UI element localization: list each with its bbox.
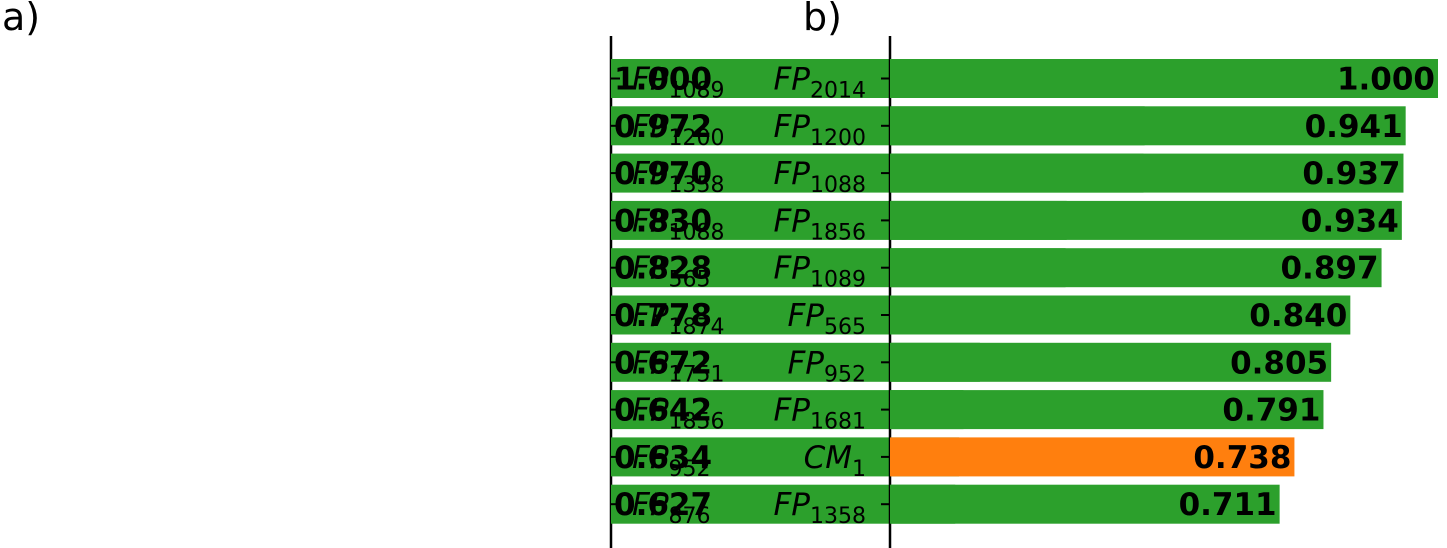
value-label: 0.934 xyxy=(1301,203,1399,239)
value-label: 1.000 xyxy=(614,62,712,98)
category-label-base: FP xyxy=(632,440,669,476)
value-label: 0.805 xyxy=(1230,345,1328,381)
category-label: FP1088 xyxy=(632,203,725,245)
category-label: FP1681 xyxy=(773,393,866,435)
panel-label: b) xyxy=(803,0,842,39)
category-label: FP1088 xyxy=(773,156,866,198)
category-label: FP876 xyxy=(632,487,711,529)
category-label-base: FP xyxy=(632,109,669,145)
category-label: FP1089 xyxy=(632,62,725,104)
category-label-subscript: 565 xyxy=(824,315,866,340)
bar-8 xyxy=(890,390,1324,430)
category-label-subscript: 1089 xyxy=(810,268,866,293)
category-label-base: FP xyxy=(632,156,669,192)
panel-b: b)1.000FP20140.941FP12000.937FP10880.934… xyxy=(773,0,1438,548)
category-label-base: FP xyxy=(632,345,669,381)
category-label-subscript: 1358 xyxy=(669,173,725,198)
category-label-subscript: 952 xyxy=(824,362,866,387)
category-label: FP2014 xyxy=(773,62,866,104)
value-label: 0.840 xyxy=(1249,298,1347,334)
value-label: 0.828 xyxy=(614,251,712,287)
category-label-base: FP xyxy=(632,487,669,523)
value-label: 0.937 xyxy=(1302,156,1400,192)
bar-4 xyxy=(890,200,1402,240)
category-label-subscript: 1874 xyxy=(669,315,725,340)
category-label-subscript: 1089 xyxy=(669,79,725,104)
category-label-base: FP xyxy=(773,156,810,192)
bar-6 xyxy=(890,295,1351,335)
category-label: FP1200 xyxy=(773,109,866,151)
value-label: 0.711 xyxy=(1179,487,1277,523)
category-label-subscript: 1088 xyxy=(669,220,725,245)
value-label: 0.627 xyxy=(614,487,712,523)
category-label: FP952 xyxy=(787,345,866,387)
category-label-base: FP xyxy=(773,109,810,145)
category-label-subscript: 1088 xyxy=(810,173,866,198)
category-label: FP1751 xyxy=(632,345,725,387)
value-label: 0.778 xyxy=(614,298,712,334)
category-label-subscript: 1200 xyxy=(669,126,725,151)
category-label-subscript: 952 xyxy=(669,457,711,482)
category-label-subscript: 1856 xyxy=(810,220,866,245)
value-label: 0.672 xyxy=(614,345,712,381)
value-label: 0.634 xyxy=(614,440,712,476)
panel-label: a) xyxy=(2,0,40,39)
category-label-base: FP xyxy=(632,62,669,98)
category-label: FP1856 xyxy=(632,393,725,435)
category-label-base: FP xyxy=(632,393,669,429)
category-label-base: FP xyxy=(773,487,810,523)
category-label-base: FP xyxy=(773,393,810,429)
category-label-base: FP xyxy=(632,298,669,334)
bar-3 xyxy=(890,153,1404,193)
bar-2 xyxy=(890,106,1406,146)
category-label-base: FP xyxy=(787,298,824,334)
value-label: 0.830 xyxy=(614,203,712,239)
category-label-base: CM xyxy=(804,440,852,476)
bar-1 xyxy=(890,59,1438,98)
value-label: 1.000 xyxy=(1337,62,1435,98)
category-label: FP565 xyxy=(632,251,711,293)
category-label-subscript: 1358 xyxy=(810,504,866,529)
value-label: 0.791 xyxy=(1222,393,1320,429)
value-label: 0.972 xyxy=(614,109,712,145)
value-label: 0.642 xyxy=(614,393,712,429)
category-label-subscript: 565 xyxy=(669,268,711,293)
category-label: FP1874 xyxy=(632,298,725,340)
category-label-subscript: 1681 xyxy=(810,410,866,435)
bar-7 xyxy=(890,342,1332,382)
category-label-subscript: 1751 xyxy=(669,362,725,387)
bar-10 xyxy=(890,484,1280,524)
bar-5 xyxy=(890,248,1382,288)
category-label-subscript: 876 xyxy=(669,504,711,529)
category-label-base: FP xyxy=(773,203,810,239)
value-label: 0.738 xyxy=(1193,440,1291,476)
category-label: FP952 xyxy=(632,440,711,482)
category-label-base: FP xyxy=(632,203,669,239)
value-label: 0.970 xyxy=(614,156,712,192)
category-label: CM1 xyxy=(804,440,866,482)
category-label-base: FP xyxy=(632,251,669,287)
category-label-subscript: 1200 xyxy=(810,126,866,151)
category-label-base: FP xyxy=(773,251,810,287)
category-label-subscript: 2014 xyxy=(810,79,866,104)
category-label-base: FP xyxy=(773,62,810,98)
category-label-subscript: 1856 xyxy=(669,410,725,435)
value-label: 0.941 xyxy=(1305,109,1403,145)
value-label: 0.897 xyxy=(1280,251,1378,287)
category-label: FP1358 xyxy=(632,156,725,198)
category-label-subscript: 1 xyxy=(852,457,866,482)
category-label: FP1089 xyxy=(773,251,866,293)
category-label: FP565 xyxy=(787,298,866,340)
bar-9 xyxy=(890,437,1295,477)
category-label: FP1200 xyxy=(632,109,725,151)
category-label: FP1358 xyxy=(773,487,866,529)
category-label-base: FP xyxy=(787,345,824,381)
category-label: FP1856 xyxy=(773,203,866,245)
